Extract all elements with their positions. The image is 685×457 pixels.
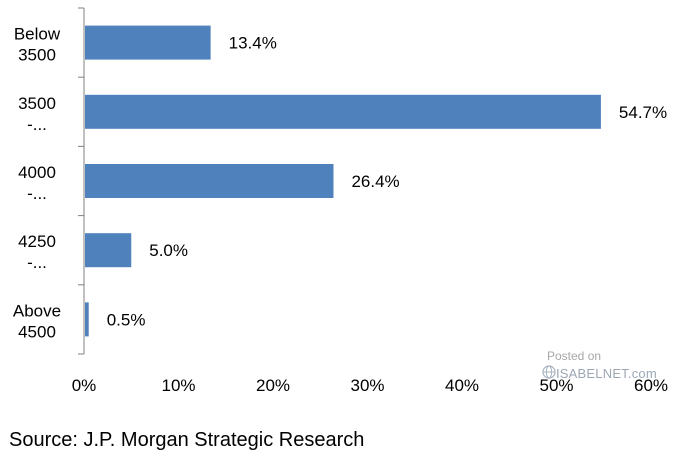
category-label-line: 4500	[18, 322, 56, 341]
watermark-posted-text: Posted on	[547, 349, 602, 363]
globe-icon	[542, 365, 556, 379]
category-label-line: Above	[13, 301, 61, 320]
category-label-2: 3500 -...	[18, 94, 56, 134]
x-tick-label: 30%	[350, 376, 384, 395]
bar-4	[85, 233, 132, 268]
data-label-5: 0.5%	[107, 310, 146, 329]
watermark-brand-text: ISABELNET.com	[556, 366, 657, 381]
category-label-4: 4250 -...	[18, 232, 56, 272]
x-tick-label: 50%	[539, 376, 573, 395]
data-label-1: 13.4%	[229, 34, 277, 53]
category-label-line: 3500	[18, 94, 56, 113]
category-label-line: 4000	[18, 163, 56, 182]
category-label-line: 4250	[18, 232, 56, 251]
x-tick-label: 10%	[161, 376, 195, 395]
bar-3	[85, 164, 334, 198]
data-label-4: 5.0%	[149, 241, 188, 260]
category-label-5: Above 4500	[13, 301, 61, 341]
bar-5	[85, 302, 89, 337]
category-label-line: -...	[27, 184, 47, 203]
category-label-line: -...	[27, 115, 47, 134]
x-tick-label: 20%	[256, 376, 290, 395]
bar-2	[85, 94, 601, 129]
category-label-line: 3500	[18, 46, 56, 65]
watermark: Posted on ISABELNET.com	[542, 349, 672, 389]
bar-1	[85, 25, 211, 60]
x-tick-label: 0%	[72, 376, 97, 395]
data-label-3: 26.4%	[351, 172, 399, 191]
category-label-line: -...	[27, 253, 47, 272]
x-tick-label: 60%	[634, 376, 668, 395]
source-note: Source: J.P. Morgan Strategic Research	[9, 429, 365, 451]
category-label-1: Below 3500	[14, 25, 61, 65]
data-label-2: 54.7%	[619, 103, 667, 122]
category-label-3: 4000 -...	[18, 163, 56, 203]
x-tick-label: 40%	[445, 376, 479, 395]
category-label-line: Below	[14, 25, 61, 44]
